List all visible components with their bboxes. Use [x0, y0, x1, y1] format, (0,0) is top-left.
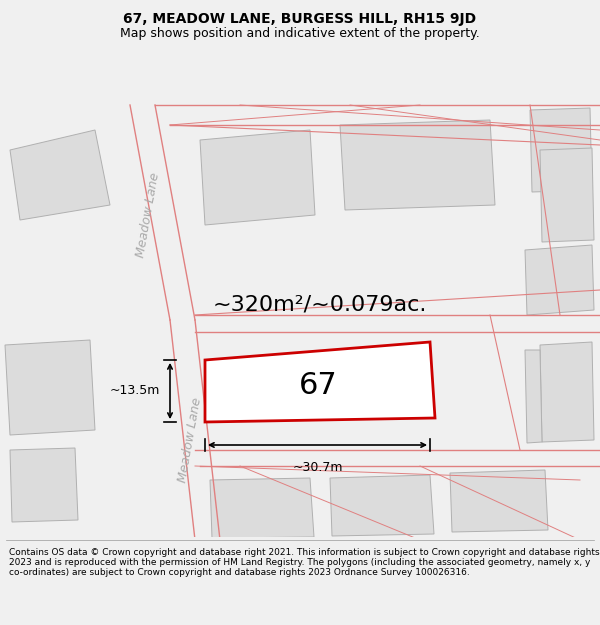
Polygon shape: [340, 120, 495, 210]
Text: ~30.7m: ~30.7m: [292, 461, 343, 474]
Polygon shape: [525, 245, 594, 315]
Polygon shape: [210, 478, 314, 538]
Polygon shape: [205, 342, 435, 422]
Text: Map shows position and indicative extent of the property.: Map shows position and indicative extent…: [120, 27, 480, 40]
Polygon shape: [5, 340, 95, 435]
Polygon shape: [540, 342, 594, 442]
Text: Contains OS data © Crown copyright and database right 2021. This information is : Contains OS data © Crown copyright and d…: [9, 548, 599, 578]
Polygon shape: [10, 448, 78, 522]
Text: ~320m²/~0.079ac.: ~320m²/~0.079ac.: [213, 295, 427, 315]
Polygon shape: [10, 130, 110, 220]
Polygon shape: [450, 470, 548, 532]
Text: 67, MEADOW LANE, BURGESS HILL, RH15 9JD: 67, MEADOW LANE, BURGESS HILL, RH15 9JD: [124, 12, 476, 26]
Polygon shape: [525, 350, 542, 443]
Text: Meadow Lane: Meadow Lane: [176, 396, 204, 484]
Polygon shape: [530, 108, 592, 192]
Text: ~13.5m: ~13.5m: [110, 384, 160, 398]
Polygon shape: [200, 130, 315, 225]
Text: 67: 67: [299, 371, 337, 399]
Text: Meadow Lane: Meadow Lane: [134, 171, 162, 259]
Polygon shape: [330, 475, 434, 536]
Polygon shape: [540, 148, 594, 242]
